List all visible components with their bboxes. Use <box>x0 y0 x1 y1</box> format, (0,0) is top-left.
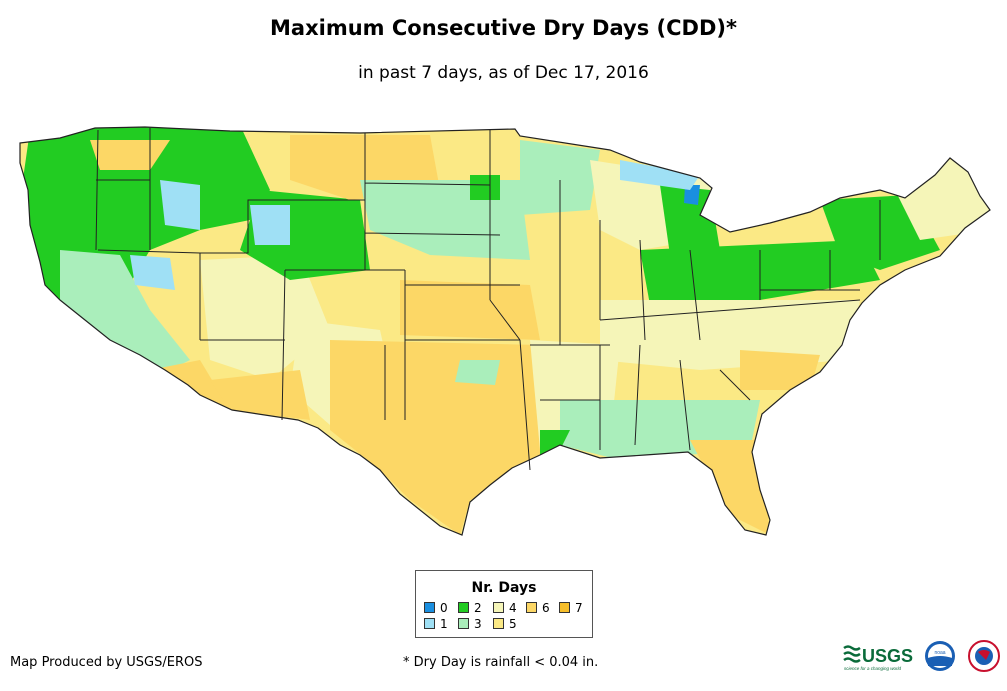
noaa-wordmark: noaa <box>934 650 945 656</box>
legend-swatch-3 <box>458 618 469 629</box>
legend-label-4: 4 <box>509 601 517 615</box>
map-footnote: * Dry Day is rainfall < 0.04 in. <box>403 655 599 670</box>
legend-label-3: 3 <box>474 617 482 631</box>
map-credit: Map Produced by USGS/EROS <box>10 655 203 670</box>
usgs-tagline: science for a changing world <box>844 666 902 671</box>
agency-logos: USGS science for a changing world noaa <box>843 640 1000 672</box>
legend-label-7: 7 <box>575 601 583 615</box>
usgs-logo: USGS science for a changing world <box>843 645 913 671</box>
legend-item-1: 1 <box>424 618 448 630</box>
legend-label-1: 1 <box>440 617 448 631</box>
legend-label-0: 0 <box>440 601 448 615</box>
state-boundaries <box>19 126 991 536</box>
legend-swatch-0 <box>424 602 435 613</box>
noaa-logo: noaa <box>925 641 955 671</box>
us-dry-days-map <box>19 126 991 536</box>
legend-label-2: 2 <box>474 601 482 615</box>
legend-swatch-1 <box>424 618 435 629</box>
legend-item-2: 2 <box>458 602 482 614</box>
legend-item-3: 3 <box>458 618 482 630</box>
legend-swatch-4 <box>493 602 504 613</box>
legend-title: Nr. Days <box>471 580 537 596</box>
legend-swatch-7 <box>559 602 570 613</box>
legend-swatch-6 <box>526 602 537 613</box>
legend-label-5: 5 <box>509 617 517 631</box>
legend-item-0: 0 <box>424 602 448 614</box>
legend-label-6: 6 <box>542 601 550 615</box>
usgs-wordmark: USGS <box>862 646 913 666</box>
legend-swatch-5 <box>493 618 504 629</box>
map-legend: Nr. Days 0 1 2 3 4 5 6 7 <box>415 570 593 638</box>
map-subtitle: in past 7 days, as of Dec 17, 2016 <box>358 63 649 83</box>
legend-item-6: 6 <box>526 602 550 614</box>
legend-item-7: 7 <box>559 602 583 614</box>
legend-item-5: 5 <box>493 618 517 630</box>
map-title: Maximum Consecutive Dry Days (CDD)* <box>270 16 737 40</box>
legend-item-4: 4 <box>493 602 517 614</box>
cdd-fill-layer <box>20 127 990 535</box>
legend-swatch-2 <box>458 602 469 613</box>
nws-logo <box>968 640 1000 672</box>
